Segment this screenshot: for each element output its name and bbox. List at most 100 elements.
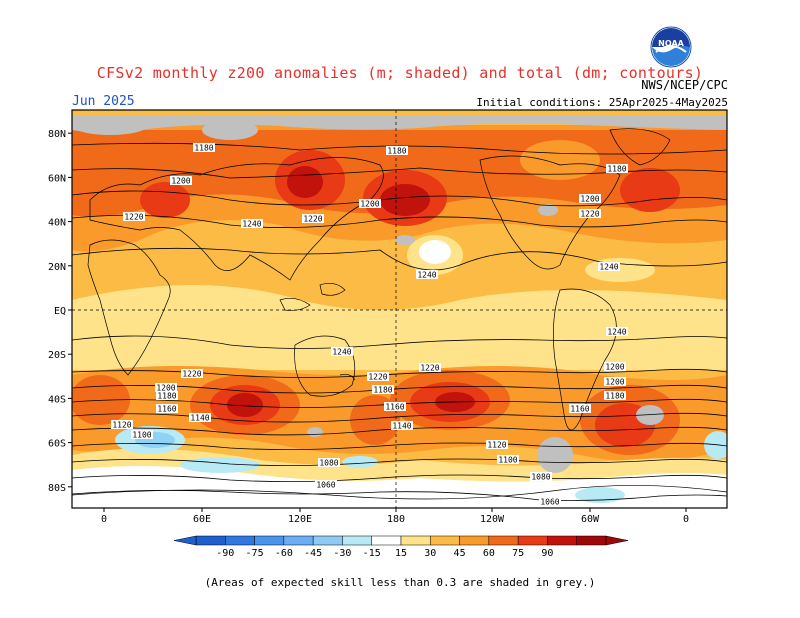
colorbar-segment (254, 535, 285, 546)
colorbar-segment (400, 535, 431, 546)
coastlines (72, 128, 727, 500)
initial-conditions-label: Initial conditions: 25Apr2025-4May2025 (476, 96, 728, 109)
contour-label: 1100 (498, 456, 517, 465)
contour-label: 1200 (580, 195, 599, 204)
contour-label: 1220 (124, 213, 143, 222)
contour-label: 1240 (607, 328, 626, 337)
africa-coast (87, 239, 171, 376)
noaa-logo-text: NOAA (658, 39, 684, 48)
colorbar-tick-label: 30 (424, 548, 436, 559)
latitude-label: 80S (48, 483, 66, 494)
south-america-coast (552, 288, 617, 431)
latitude-label: EQ (54, 306, 66, 317)
colorbar-tick-label: -30 (333, 548, 351, 559)
contour-label: 1140 (392, 422, 411, 431)
colorbar (173, 535, 629, 546)
contour-label: 1180 (387, 147, 406, 156)
contour-label: 1240 (242, 220, 261, 229)
longitude-label: 120W (480, 514, 505, 525)
contour-label: 1060 (316, 481, 335, 490)
footnote: (Areas of expected skill less than 0.3 a… (204, 576, 596, 589)
contour-label: 1200 (605, 363, 624, 372)
latitude-labels: 80N 60N 40N 20N EQ 20S 40S 60S 80S (48, 129, 72, 494)
contour-label: 1220 (303, 215, 322, 224)
contour-label: 1200 (171, 177, 190, 186)
contour-label: 1220 (580, 210, 599, 219)
latitude-label: 80N (48, 129, 66, 140)
colorbar-segment (517, 535, 548, 546)
colorbar-segment (430, 535, 460, 546)
colorbar-tick-label: 90 (541, 548, 553, 559)
longitude-label: 0 (101, 514, 107, 525)
latitude-label: 20S (48, 350, 66, 361)
contour-label: 1180 (157, 392, 176, 401)
map-gridlines (72, 110, 727, 508)
colorbar-tick-labels: -90 -75 -60 -45 -30 -15 15 30 45 60 75 90 (216, 548, 553, 559)
colorbar-segment (312, 535, 343, 546)
eurasia-coast (89, 157, 384, 281)
colorbar-tick-label: 45 (454, 548, 466, 559)
noaa-logo: NOAA (650, 26, 692, 68)
longitude-label: 60W (581, 514, 600, 525)
colorbar-segment (342, 535, 372, 546)
colorbar-tick-label: 60 (483, 548, 495, 559)
map-frame (71, 109, 728, 509)
contour-label: 1240 (417, 271, 436, 280)
latitude-label: 20N (48, 262, 66, 273)
contour-label: 1080 (319, 459, 338, 468)
colorbar-tick-label: -60 (275, 548, 293, 559)
contour-label: 1200 (605, 378, 624, 387)
contour-label: 1160 (157, 405, 176, 414)
longitude-label: 0 (683, 514, 689, 525)
colorbar-right-arrow (605, 535, 629, 546)
latitude-label: 40N (48, 218, 66, 229)
longitude-labels: 0 60E 120E 180 120W 60W 0 (101, 508, 689, 525)
contour-label: 1160 (385, 403, 404, 412)
australia-coast (294, 335, 356, 397)
colorbar-segment (547, 535, 577, 546)
colorbar-segment (283, 535, 314, 546)
contour-label: 1160 (570, 405, 589, 414)
contour-label: 1120 (487, 441, 506, 450)
longitude-label: 180 (387, 514, 405, 525)
contour-label: 1220 (420, 364, 439, 373)
latitude-label: 40S (48, 394, 66, 405)
longitude-label: 60E (193, 514, 211, 525)
colorbar-segment (488, 535, 519, 546)
colorbar-tick-label: 15 (395, 548, 407, 559)
colorbar-tick-label: -45 (304, 548, 322, 559)
contour-label: 1180 (605, 392, 624, 401)
colorbar-segment (576, 535, 607, 546)
colorbar-segment (371, 535, 402, 546)
contour-label: 1180 (607, 165, 626, 174)
latitude-label: 60N (48, 173, 66, 184)
colorbar-segment (225, 535, 255, 546)
antarctica-coast (72, 485, 727, 500)
contour-label: 1140 (190, 414, 209, 423)
page-title: CFSv2 monthly z200 anomalies (m; shaded)… (96, 64, 704, 82)
colorbar-tick-label: -15 (363, 548, 381, 559)
contour-label: 1120 (112, 421, 131, 430)
contour-label: 1240 (599, 263, 618, 272)
contour-label: 1220 (368, 373, 387, 382)
contour-label: 1060 (540, 498, 559, 507)
contour-label: 1100 (132, 431, 151, 440)
contour-label: 1240 (332, 348, 351, 357)
colorbar-tick-label: -75 (246, 548, 264, 559)
forecast-month-label: Jun 2025 (72, 94, 135, 109)
colorbar-segment (459, 535, 490, 546)
contour-label: 1200 (360, 200, 379, 209)
colorbar-left-arrow (173, 535, 197, 546)
greenland-coast (609, 128, 671, 166)
north-america-coast (479, 155, 621, 270)
contour-label: 1080 (531, 473, 550, 482)
colorbar-segment (195, 535, 226, 546)
longitude-label: 120E (288, 514, 312, 525)
organization-label: NWS/NCEP/CPC (641, 78, 728, 92)
colorbar-tick-label: 75 (512, 548, 524, 559)
contour-label: 1180 (373, 386, 392, 395)
contour-label: 1180 (194, 144, 213, 153)
contour-label: 1200 (156, 384, 175, 393)
